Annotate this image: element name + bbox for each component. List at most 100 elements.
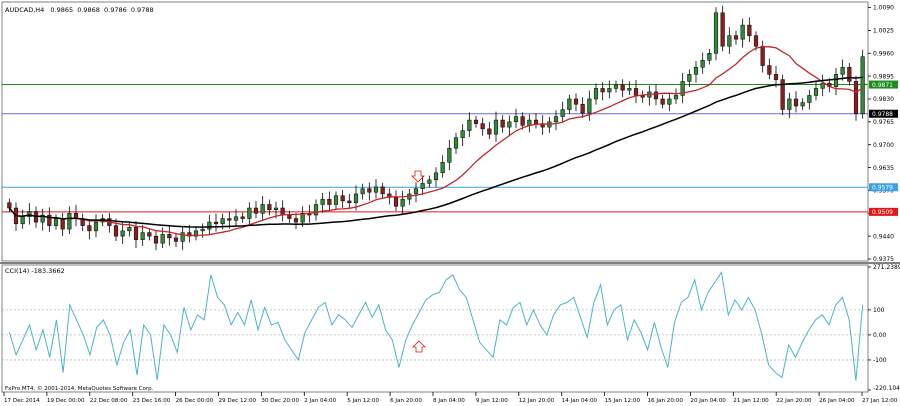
candle-body: [700, 60, 705, 68]
candle-body: [520, 116, 525, 126]
candle-body: [367, 188, 372, 193]
candle-body: [320, 198, 325, 205]
chart-title: AUDCAD,H4 0.9865 0.9868 0.9786 0.9788: [5, 6, 154, 14]
candle-body: [240, 216, 245, 219]
candle-body: [20, 216, 25, 225]
level-tag: [869, 183, 898, 192]
candle-body: [680, 81, 685, 96]
candle-body: [693, 67, 699, 75]
time-tick-label: 14 Jan 04:00: [562, 398, 598, 404]
time-tick-label: 30 Dec 20:00: [261, 398, 299, 404]
candle-body: [607, 88, 612, 93]
price-tick-label: 0.9440: [873, 233, 894, 240]
price-tick-label: 0.9895: [873, 73, 894, 80]
candle-body: [253, 207, 259, 214]
candle-body: [667, 98, 672, 105]
candle-body: [333, 195, 339, 205]
candle-body: [593, 88, 599, 100]
level-tag-label: 0.9871: [872, 82, 893, 89]
moving-average-black: [8, 76, 863, 228]
price-level-tags: 0.9871 0.9788 0.9579 0.9509: [869, 80, 898, 216]
candle-body: [820, 82, 825, 89]
candle-body: [127, 227, 132, 232]
candle-body: [120, 230, 125, 237]
price-levels: [2, 84, 868, 213]
time-tick-label: 16 Jan 20:00: [648, 398, 684, 404]
candle-body: [267, 204, 272, 211]
candle-body: [467, 119, 472, 131]
time-tick-label: 22 Jan 20:00: [776, 398, 812, 404]
candle-body: [653, 91, 659, 100]
time-tick-label: 6 Jan 20:00: [390, 398, 422, 404]
time-tick-label: 26 Jan 04:00: [819, 398, 855, 404]
candle-body: [393, 197, 399, 207]
time-tick-label: 12 Jan 20:00: [519, 398, 555, 404]
candle-body: [213, 221, 219, 225]
time-tick-label: 21 Jan 12:00: [733, 398, 769, 404]
candle-body: [340, 195, 345, 202]
candle-body: [93, 221, 99, 232]
candle-body: [427, 179, 432, 184]
price-candles[interactable]: [7, 5, 865, 251]
candle-body: [480, 123, 485, 130]
candle-body: [400, 198, 405, 207]
candle-body: [500, 119, 505, 128]
candle-body: [573, 98, 579, 105]
cci-tick-label: 100: [873, 307, 885, 314]
candle-body: [193, 230, 199, 237]
cci-levels: [2, 309, 868, 361]
candle-body: [200, 228, 205, 232]
candle-body: [160, 234, 165, 244]
candle-body: [380, 186, 385, 195]
candle-body: [853, 81, 859, 114]
cci-axis: 271.2389 100 0.00 -100 -220.1040: [868, 264, 900, 392]
price-tick-label: 0.9375: [873, 256, 894, 263]
candle-body: [633, 88, 639, 96]
candle-body: [740, 24, 745, 40]
candle-body: [800, 102, 805, 107]
candle-body: [247, 207, 252, 219]
price-tick-label: 0.9700: [873, 142, 894, 149]
candle-body: [560, 109, 565, 117]
candle-body: [513, 116, 519, 123]
candle-body: [613, 84, 619, 89]
cci-line: [8, 270, 864, 381]
time-tick-label: 2 Jan 04:00: [304, 398, 336, 404]
candle-body: [787, 98, 792, 110]
time-tick-label: 20 Jan 04:00: [690, 398, 726, 404]
candle-body: [347, 200, 352, 203]
candle-body: [793, 98, 799, 107]
ohlc-low: 0.9786: [104, 6, 127, 14]
copyright-text: FxPro MT4, © 2001-2014, MetaQuotes Softw…: [5, 385, 154, 392]
symbol-label: AUDCAD,H4: [5, 6, 44, 14]
candle-body: [767, 65, 772, 75]
time-tick-label: 29 Dec 12:00: [219, 398, 257, 404]
candle-body: [180, 232, 185, 242]
time-tick-label: 22 Dec 08:00: [90, 398, 128, 404]
candle-body: [220, 218, 225, 225]
cci-panel-frame: [1, 264, 869, 393]
candle-body: [487, 128, 492, 135]
candle-body: [727, 35, 732, 47]
candle-body: [433, 172, 439, 181]
price-tick-label: 0.9960: [873, 50, 894, 57]
candle-body: [313, 204, 319, 216]
candle-body: [327, 198, 332, 205]
candle-body: [833, 74, 839, 87]
candle-body: [807, 95, 812, 103]
candle-body: [747, 24, 752, 36]
candle-body: [387, 193, 392, 198]
candle-body: [627, 88, 632, 91]
candle-body: [760, 45, 765, 66]
time-tick-label: 5 Jan 12:00: [347, 398, 379, 404]
time-tick-label: 23 Dec 16:00: [133, 398, 171, 404]
time-tick-label: 19 Dec 00:00: [47, 398, 85, 404]
candle-body: [53, 218, 59, 226]
level-tag: [869, 109, 898, 118]
candle-body: [660, 98, 665, 105]
candle-body: [287, 214, 292, 219]
candle-body: [753, 35, 759, 47]
cci-label: CCI(14) -183.3662: [5, 267, 65, 275]
candle-body: [533, 119, 539, 124]
candle-body: [840, 67, 845, 75]
